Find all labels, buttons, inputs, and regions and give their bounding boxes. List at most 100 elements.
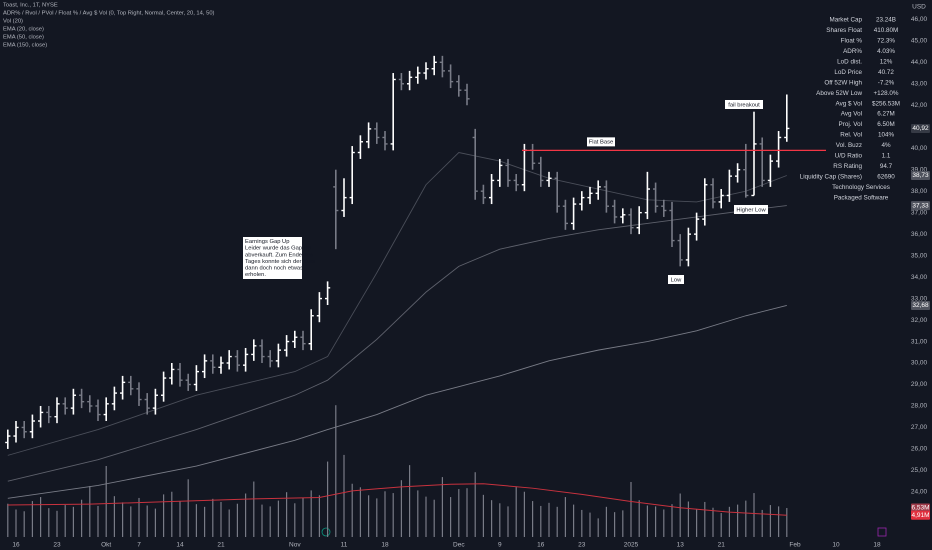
earnings-note-line: abverkauft. Zum Ende des	[245, 252, 313, 258]
x-tick-label: 9	[498, 542, 502, 549]
volume-bar	[245, 493, 247, 537]
volume-bar	[761, 509, 763, 537]
ema-legend: EMA (150, close)	[3, 43, 47, 49]
x-tick-label: 13	[677, 542, 685, 549]
y-tick-label: 38,00	[911, 188, 928, 195]
earnings-note-line: Leider wurde das Gap Up	[245, 246, 311, 252]
earnings-note-line: erholen.	[245, 272, 266, 278]
last-price-label-box	[911, 123, 930, 133]
volume-bar	[786, 508, 788, 537]
y-tick-label: 34,00	[911, 274, 928, 281]
earnings-icon[interactable]	[321, 527, 331, 537]
volume-average-line	[7, 483, 787, 516]
x-tick-label: Feb	[789, 542, 801, 549]
volume-bar	[48, 508, 50, 537]
ema-last-label: 38,73	[912, 172, 929, 179]
volume-bar	[228, 509, 230, 537]
table-label: Market Cap	[829, 17, 862, 24]
x-tick-label: Nov	[289, 542, 301, 549]
currency: USD	[912, 4, 926, 11]
volume-bar	[564, 497, 566, 537]
y-tick-label: 44,00	[911, 59, 928, 66]
volume-bar	[523, 491, 525, 537]
y-tick-label: 29,00	[911, 381, 928, 388]
volume-bar	[163, 494, 165, 537]
volume-bar	[548, 502, 550, 537]
indicator-legend: ADR% / Rvol / PVol / Float % / Avg $ Vol…	[3, 11, 215, 17]
volume-bar	[417, 490, 419, 537]
volume-bar	[220, 501, 222, 537]
x-tick-label: 2025	[624, 542, 639, 549]
volume-bar	[630, 481, 632, 537]
volume-bar	[679, 493, 681, 537]
table-value: 40.72	[878, 69, 894, 76]
volume-bar	[605, 506, 607, 537]
earnings-note-title: Earnings Gap Up	[245, 239, 289, 245]
table-industry: Packaged Software	[834, 194, 889, 201]
volume-bar	[728, 506, 730, 537]
table-value: +128.0%	[873, 90, 898, 97]
volume-bar	[368, 495, 370, 537]
table-sector: Technology Services	[832, 184, 890, 191]
table-value: 6.27M	[877, 111, 895, 118]
volume-bar	[23, 511, 25, 537]
table-label: U/D Ratio	[835, 153, 863, 160]
volume-bar	[671, 504, 673, 537]
table-value: 4%	[881, 142, 891, 149]
volume-bar	[450, 497, 452, 537]
volume-bar	[318, 495, 320, 537]
table-label: Liquidity Cap (Shares)	[800, 173, 862, 180]
volume-bar	[56, 510, 58, 537]
volume-bar	[171, 491, 173, 537]
table-value: 12%	[880, 58, 893, 65]
volume-bar	[655, 506, 657, 537]
y-tick-label: 32,00	[911, 317, 928, 324]
table-label: Rel. Vol	[840, 132, 862, 139]
y-tick-label: 35,00	[911, 252, 928, 259]
volume-bar	[458, 489, 460, 537]
table-label: Off 52W High	[824, 79, 862, 86]
volume-bar	[15, 509, 17, 537]
volume-bar	[441, 477, 443, 537]
volume-bar	[753, 493, 755, 537]
volume-bar	[310, 490, 312, 537]
x-tick-label: Dec	[453, 542, 465, 549]
volume-bar	[130, 506, 132, 537]
volume-bar	[704, 501, 706, 537]
table-value: 1.1	[882, 153, 891, 160]
volume-bar	[335, 405, 337, 537]
y-tick-label: 43,00	[911, 80, 928, 87]
volume-bar	[277, 500, 279, 537]
table-value: 6.50M	[877, 121, 895, 128]
event-icon[interactable]	[877, 527, 887, 537]
flat-base-label-box	[587, 137, 615, 147]
volume-bar	[425, 496, 427, 537]
volume-bar	[778, 506, 780, 537]
x-tick-label: 21	[217, 542, 225, 549]
volume-average-last-label: 4,91M	[911, 512, 929, 519]
volume-bar	[712, 507, 714, 537]
volume-bar	[195, 504, 197, 537]
volume-bar	[113, 496, 115, 537]
y-tick-label: 27,00	[911, 424, 928, 431]
x-tick-label: 23	[53, 542, 61, 549]
volume-bar	[261, 504, 263, 537]
table-label: RS Rating	[833, 163, 862, 170]
volume-bar	[515, 486, 517, 537]
chart-title: Toast, Inc., 1T, NYSE	[3, 3, 58, 9]
volume-bar	[540, 505, 542, 537]
volume-bar	[286, 492, 288, 537]
table-label: ADR%	[843, 48, 862, 55]
volume-bar	[327, 461, 329, 537]
y-tick-label: 25,00	[911, 467, 928, 474]
ema-last-label-box	[911, 170, 930, 180]
table-label: Proj. Vol	[839, 121, 862, 128]
table-label: Avg Vol	[841, 111, 862, 118]
volume-bar	[499, 503, 501, 537]
table-value: -7.2%	[878, 79, 895, 86]
y-tick-label: 33,00	[911, 295, 928, 302]
low-label: Low	[671, 277, 682, 283]
volume-bar	[253, 481, 255, 537]
